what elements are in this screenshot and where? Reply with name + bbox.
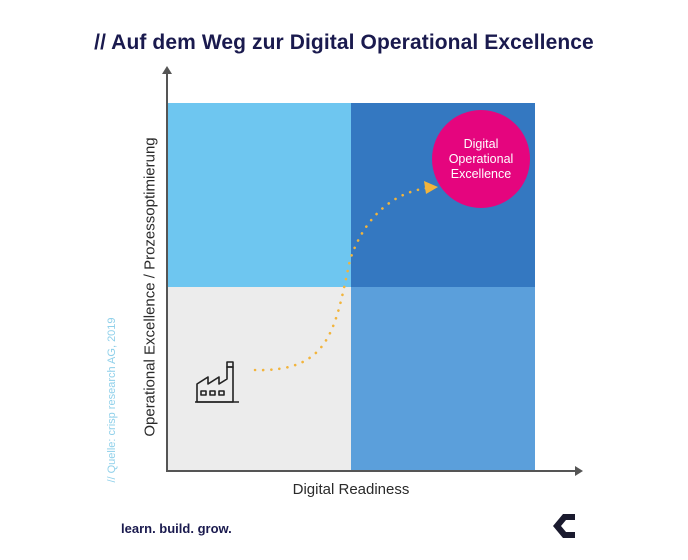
tagline: learn. build. grow.	[121, 521, 232, 536]
quadrant-bottom-left	[168, 287, 351, 470]
y-axis-arrow-icon	[162, 66, 172, 74]
path-arrowhead-icon	[424, 181, 438, 194]
factory-icon	[195, 361, 239, 403]
x-axis-arrow-icon	[575, 466, 583, 476]
target-circle: Digital Operational Excellence	[432, 110, 530, 208]
x-axis	[166, 470, 576, 472]
quadrant-top-left	[168, 103, 351, 287]
brand-logo-icon	[553, 514, 575, 538]
y-axis	[166, 70, 168, 472]
target-label-line: Operational	[448, 151, 514, 166]
x-axis-label: Digital Readiness	[292, 481, 410, 498]
target-label-line: Excellence	[450, 166, 512, 181]
target-label: Digital Operational Excellence	[436, 137, 526, 182]
page-title: // Auf dem Weg zur Digital Operational E…	[94, 31, 594, 54]
target-label-line: Digital	[463, 136, 499, 151]
quadrant-bottom-right	[351, 287, 535, 470]
